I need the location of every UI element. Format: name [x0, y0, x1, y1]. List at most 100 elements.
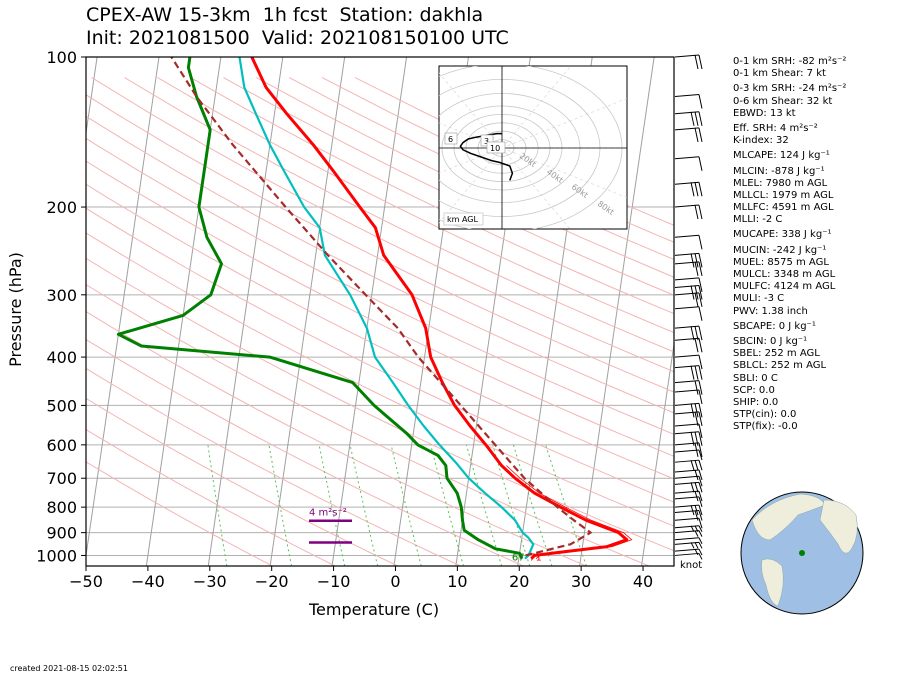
dry-adiabat: [86, 137, 674, 435]
stat-shear01: 0-1 km Shear: 7 kt: [733, 68, 826, 80]
barb-flag: [698, 496, 703, 508]
barb-flag: [690, 542, 695, 549]
stat-kindex: K-index: 32: [733, 135, 789, 147]
barb-flag: [694, 525, 699, 532]
y-tick-label: 100: [46, 48, 77, 67]
barb-flag: [690, 253, 695, 268]
stats-panel: 0-1 km SRH: -82 m²s⁻² 0-1 km Shear: 7 kt…: [733, 56, 846, 433]
barb-flag: [698, 326, 703, 341]
wind-barb: [674, 504, 703, 516]
barb-flag: [698, 365, 703, 380]
stat-eff-srh: Eff. SRH: 4 m²s⁻²: [733, 122, 818, 134]
dry-adiabat: [86, 232, 674, 527]
barb-flag: [694, 204, 699, 220]
dry-adiabat: [86, 338, 524, 566]
isotherm: [331, 57, 408, 566]
mixing-ratio-line: [207, 444, 228, 566]
srh-layer-markers: 4 m²s⁻²: [309, 507, 352, 544]
y-tick-label: 500: [46, 396, 77, 415]
barb-flag: [690, 482, 695, 493]
barb-staff: [674, 552, 700, 556]
y-tick-label: 400: [46, 348, 77, 367]
barb-flag: [698, 127, 703, 142]
wind-barb: [674, 365, 703, 380]
wind-barb: [674, 292, 703, 307]
x-tick-label: −20: [255, 572, 289, 591]
dry-adiabat: [86, 257, 674, 552]
stat-stp-fix: STP(fix): -0.0: [733, 421, 798, 433]
stat-pwv: PWV: 1.38 inch: [733, 305, 808, 317]
barb-flag: [694, 530, 699, 537]
barb-flag: [698, 525, 703, 532]
surface-dewpoint-label: 67: [512, 553, 525, 564]
wind-barb: [674, 306, 703, 321]
stat-sblcl: SBLCL: 252 m AGL: [733, 360, 827, 372]
wind-barb: [674, 490, 703, 502]
globe-land-north-america: [751, 493, 826, 541]
hodograph-height-label: 6: [448, 135, 453, 144]
barb-flag: [694, 491, 699, 502]
srh-layer-label: 4 m²s⁻²: [309, 507, 347, 518]
chart-title: CPEX-AW 15-3km 1h fcst Station: dakhla: [86, 4, 484, 26]
wind-barb: [674, 111, 703, 126]
stat-mllfc: MLLFC: 4591 m AGL: [733, 202, 834, 214]
hodograph-spoke: [501, 66, 572, 149]
barb-flag: [698, 518, 703, 529]
stat-scp: SCP: 0.0: [733, 384, 775, 396]
barb-flag: [694, 261, 699, 276]
barb-flag: [698, 54, 703, 70]
x-tick-label: 30: [571, 572, 591, 591]
x-tick-label: 0: [390, 572, 400, 591]
wind-barb: [674, 442, 703, 457]
barb-flag: [698, 548, 703, 556]
mixing-ratio-line: [512, 444, 553, 566]
hodograph-height-box: [486, 141, 506, 154]
barb-flag: [698, 94, 703, 109]
barb-flag: [698, 530, 703, 537]
temperature-profile: [250, 57, 629, 560]
stat-sbcape: SBCAPE: 0 J kg⁻¹: [733, 320, 816, 332]
wind-barb: [674, 541, 703, 549]
barb-flag: [690, 460, 695, 471]
stat-mulfc: MULFC: 4124 m AGL: [733, 281, 836, 293]
hodograph-spoke: [501, 98, 627, 149]
barb-flag: [694, 380, 699, 395]
x-tick-label: −40: [131, 572, 165, 591]
dry-adiabat: [86, 207, 674, 503]
stat-mucape: MUCAPE: 338 J kg⁻¹: [733, 229, 832, 241]
x-tick-label: 20: [509, 572, 529, 591]
barb-staff: [674, 354, 700, 358]
barb-flag: [698, 431, 703, 446]
hodograph-height-label: 10: [490, 144, 500, 153]
barb-flag: [698, 460, 703, 471]
axes-ticks: −50 −40 −30 −20 −10 0 10 20 30 40 100 200 300 400 500 6…: [36, 48, 653, 591]
barb-flag: [694, 542, 699, 549]
barb-staff: [674, 537, 700, 541]
barb-flag: [694, 431, 699, 446]
barb-flag: [698, 253, 703, 268]
barb-flag: [694, 403, 699, 418]
dry-adiabat: [86, 367, 461, 566]
wind-barb: [674, 156, 703, 171]
wind-barb: [674, 449, 703, 461]
cape-outline: [506, 465, 633, 559]
wind-barb: [674, 481, 703, 493]
plot-frame: [85, 56, 675, 567]
barb-flag: [698, 261, 703, 276]
dry-adiabat: [190, 77, 674, 315]
barb-flag: [698, 449, 703, 461]
x-tick-label: 40: [633, 572, 653, 591]
stat-mucin: MUCIN: -242 J kg⁻¹: [733, 244, 827, 256]
x-axis-label: Temperature (C): [309, 600, 440, 619]
wind-barb: [674, 261, 703, 276]
wind-barb: [674, 284, 703, 300]
dry-adiabat: [157, 77, 674, 334]
dry-adiabat: [91, 77, 674, 373]
barb-flag: [698, 542, 703, 549]
barb-flag: [694, 482, 699, 493]
hodograph-height-box: [444, 132, 458, 145]
wind-barb: [674, 548, 703, 556]
barb-flag: [694, 504, 699, 516]
y-tick-label: 900: [46, 524, 77, 543]
wind-barb: [674, 537, 703, 544]
